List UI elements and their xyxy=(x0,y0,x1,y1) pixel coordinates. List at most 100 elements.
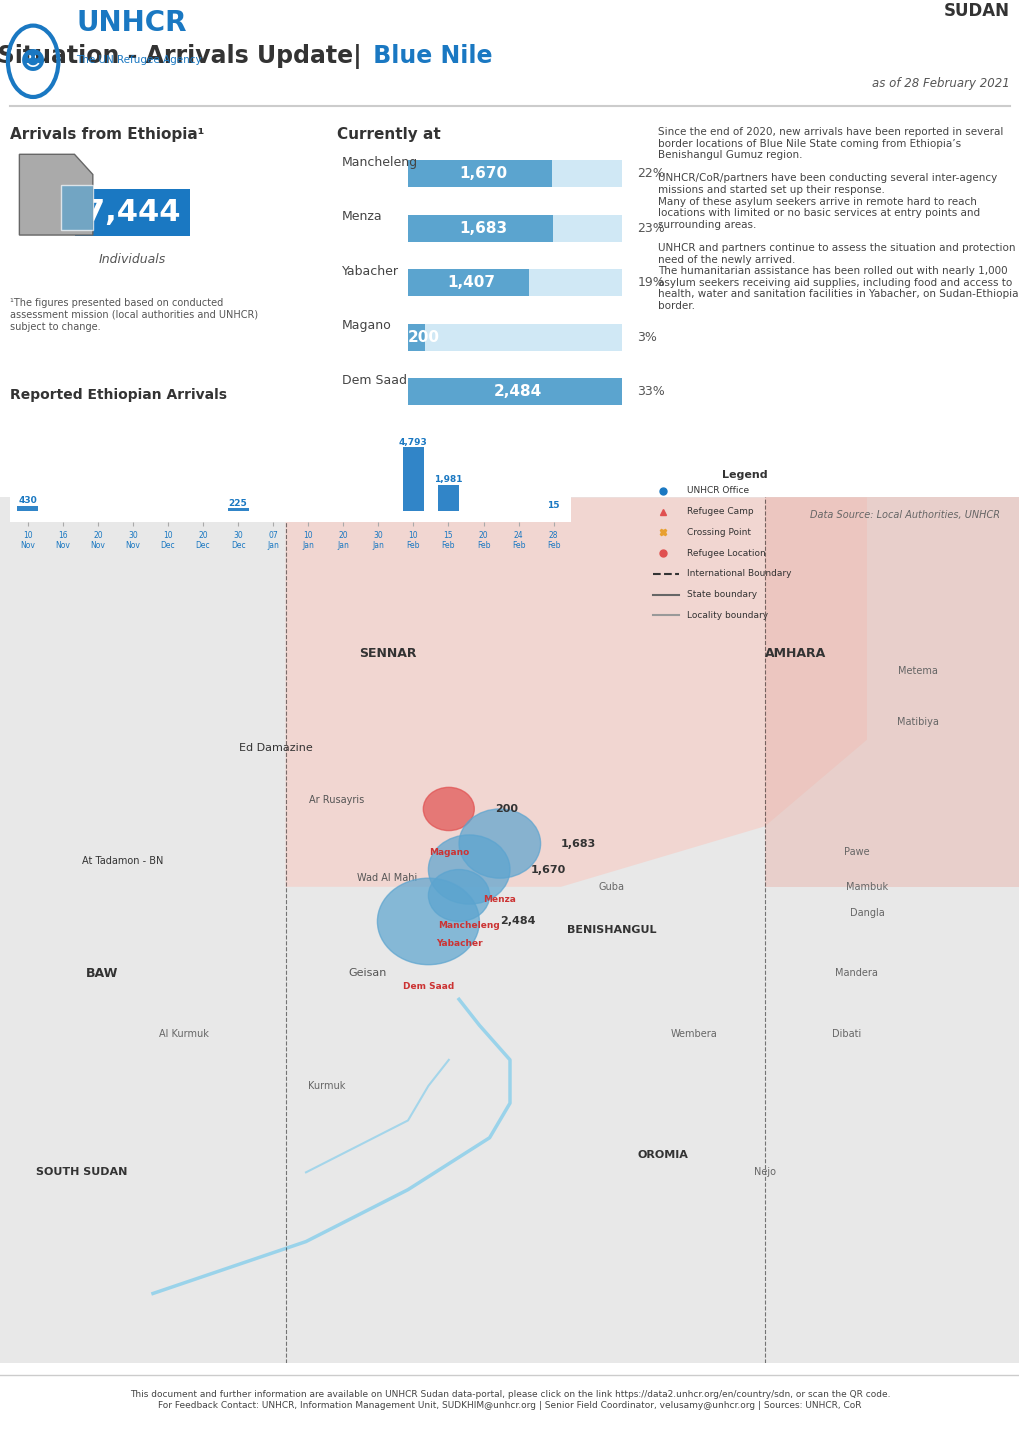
Text: Magano: Magano xyxy=(428,848,469,857)
FancyBboxPatch shape xyxy=(408,270,529,297)
Text: Matibiya: Matibiya xyxy=(896,718,938,727)
Text: 7,444: 7,444 xyxy=(85,198,180,228)
Text: Metema: Metema xyxy=(897,666,937,675)
Text: ☻: ☻ xyxy=(20,49,46,74)
Text: Wembera: Wembera xyxy=(669,1030,716,1038)
Text: This document and further information are available on UNHCR Sudan data-portal, : This document and further information ar… xyxy=(129,1390,890,1410)
Text: Data Source: Local Authorities, UNHCR: Data Source: Local Authorities, UNHCR xyxy=(809,510,999,521)
Text: 33%: 33% xyxy=(637,385,664,398)
Text: Dem Saad: Dem Saad xyxy=(341,373,407,386)
Text: UNHCR Office: UNHCR Office xyxy=(687,486,749,496)
Text: Dangla: Dangla xyxy=(849,908,883,917)
Text: Mancheleng: Mancheleng xyxy=(341,156,418,169)
Text: Menza: Menza xyxy=(483,895,516,904)
FancyBboxPatch shape xyxy=(408,215,622,242)
Text: 23%: 23% xyxy=(637,222,664,235)
Text: Pawe: Pawe xyxy=(843,848,869,857)
Text: OROMIA: OROMIA xyxy=(637,1151,688,1159)
Polygon shape xyxy=(285,497,866,887)
Text: 1,670: 1,670 xyxy=(530,865,566,874)
Text: 430: 430 xyxy=(18,496,37,505)
Text: Al Kurmuk: Al Kurmuk xyxy=(159,1030,208,1038)
Text: Individuals: Individuals xyxy=(99,252,166,265)
Bar xyxy=(227,509,249,512)
Text: as of 28 February 2021: as of 28 February 2021 xyxy=(871,76,1009,89)
Bar xyxy=(403,447,424,512)
Circle shape xyxy=(423,787,474,831)
Text: Yabacher: Yabacher xyxy=(341,264,398,278)
Polygon shape xyxy=(764,497,1019,887)
FancyBboxPatch shape xyxy=(0,497,1019,1363)
Text: BENISHANGUL: BENISHANGUL xyxy=(567,926,656,934)
Text: Crossing Point: Crossing Point xyxy=(687,528,751,536)
Text: Wad Al Mahi: Wad Al Mahi xyxy=(357,874,418,883)
Text: 22%: 22% xyxy=(637,167,664,180)
Text: 15: 15 xyxy=(547,502,559,510)
Text: BAW: BAW xyxy=(86,966,118,981)
Text: State boundary: State boundary xyxy=(687,590,757,600)
Text: ¹The figures presented based on conducted
assessment mission (local authorities : ¹The figures presented based on conducte… xyxy=(10,298,258,332)
Text: SUDAN: SUDAN xyxy=(943,3,1009,20)
Text: Refugee Location: Refugee Location xyxy=(687,548,765,558)
Text: 1,683: 1,683 xyxy=(460,221,507,236)
FancyBboxPatch shape xyxy=(408,323,425,350)
FancyBboxPatch shape xyxy=(408,160,551,187)
Text: 1,981: 1,981 xyxy=(434,476,463,485)
Text: SOUTH SUDAN: SOUTH SUDAN xyxy=(36,1168,127,1177)
Text: AMHARA: AMHARA xyxy=(764,646,825,660)
Text: Menza: Menza xyxy=(341,211,382,224)
Text: Dem Saad: Dem Saad xyxy=(403,982,453,991)
Polygon shape xyxy=(19,154,93,235)
Text: 1,407: 1,407 xyxy=(447,275,495,290)
FancyBboxPatch shape xyxy=(408,215,552,242)
Text: Arrivals from Ethiopia¹: Arrivals from Ethiopia¹ xyxy=(10,127,205,143)
Circle shape xyxy=(459,809,540,878)
Text: Nejo: Nejo xyxy=(753,1168,775,1177)
Text: Magano: Magano xyxy=(341,319,391,332)
Text: Ed Damazine: Ed Damazine xyxy=(238,744,312,753)
Text: Guba: Guba xyxy=(598,883,625,891)
Text: Refugee Camp: Refugee Camp xyxy=(687,508,753,516)
Text: 4,793: 4,793 xyxy=(398,438,427,447)
FancyBboxPatch shape xyxy=(408,160,622,187)
FancyBboxPatch shape xyxy=(408,323,622,350)
Circle shape xyxy=(428,835,510,904)
FancyBboxPatch shape xyxy=(408,378,622,405)
Text: 2,484: 2,484 xyxy=(493,384,542,399)
Text: 2,484: 2,484 xyxy=(499,917,535,926)
Text: Ethiopian Emergency Situation - Arrivals Update|: Ethiopian Emergency Situation - Arrivals… xyxy=(0,43,362,69)
Text: Since the end of 2020, new arrivals have been reported in several border locatio: Since the end of 2020, new arrivals have… xyxy=(657,127,1017,311)
Text: The UN Refugee Agency: The UN Refugee Agency xyxy=(76,55,202,65)
Text: Mancheleng: Mancheleng xyxy=(438,921,499,930)
Text: International Boundary: International Boundary xyxy=(687,570,791,578)
Bar xyxy=(17,506,39,512)
Text: 1,670: 1,670 xyxy=(459,166,506,182)
FancyBboxPatch shape xyxy=(61,185,93,229)
Text: SENNAR: SENNAR xyxy=(359,646,416,660)
Text: Mambuk: Mambuk xyxy=(845,883,888,891)
Text: UNHCR: UNHCR xyxy=(76,9,186,37)
Text: 19%: 19% xyxy=(637,277,664,290)
Text: 225: 225 xyxy=(228,499,248,508)
Text: 3%: 3% xyxy=(637,330,656,343)
Text: Legend: Legend xyxy=(721,470,766,480)
Text: At Tadamon - BN: At Tadamon - BN xyxy=(82,857,163,865)
Text: 200: 200 xyxy=(407,330,439,345)
Text: Currently at: Currently at xyxy=(336,127,440,143)
Circle shape xyxy=(377,878,479,965)
Text: Ar Rusayris: Ar Rusayris xyxy=(309,796,364,805)
Bar xyxy=(437,485,459,512)
Text: Geisan: Geisan xyxy=(347,969,386,978)
Text: Kurmuk: Kurmuk xyxy=(308,1082,344,1090)
Text: Yabacher: Yabacher xyxy=(435,939,482,947)
Text: Locality boundary: Locality boundary xyxy=(687,611,768,620)
FancyBboxPatch shape xyxy=(408,378,622,405)
Circle shape xyxy=(428,870,489,921)
Text: Mandera: Mandera xyxy=(835,969,877,978)
Text: 200: 200 xyxy=(494,805,518,813)
Text: Dibati: Dibati xyxy=(832,1030,860,1038)
FancyBboxPatch shape xyxy=(408,270,622,297)
Text: 1,683: 1,683 xyxy=(560,839,596,848)
Text: Blue Nile: Blue Nile xyxy=(365,43,492,68)
Text: Reported Ethiopian Arrivals: Reported Ethiopian Arrivals xyxy=(10,388,227,402)
